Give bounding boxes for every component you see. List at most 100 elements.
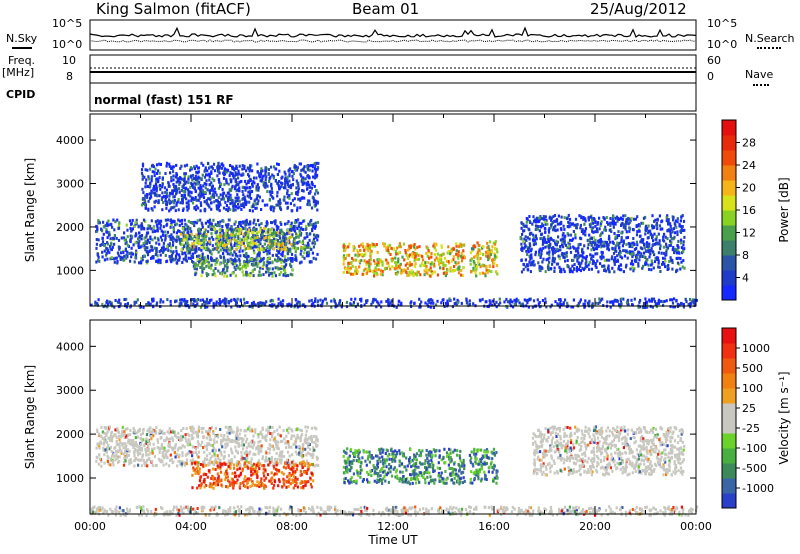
power-cell (215, 204, 218, 208)
velocity-cell (217, 435, 220, 439)
power-cell (481, 263, 484, 267)
power-cell (188, 251, 191, 255)
power-cell (279, 300, 282, 304)
power-cell (283, 198, 286, 202)
power-cell (616, 254, 619, 258)
power-cell (676, 220, 679, 224)
power-cell (256, 253, 259, 257)
power-cell (234, 196, 237, 200)
power-cell (142, 226, 145, 230)
power-cell (175, 188, 178, 192)
power-cell (295, 220, 298, 224)
power-cell (301, 168, 304, 172)
power-cell (580, 230, 583, 233)
power-cell (581, 266, 584, 270)
velocity-cell (107, 436, 110, 440)
power-cell (218, 201, 221, 204)
power-cell (363, 253, 366, 257)
power-cell (151, 297, 154, 301)
power-cell (546, 222, 549, 226)
power-cell (107, 300, 110, 304)
power-cell (259, 301, 262, 305)
power-cell (238, 232, 241, 236)
power-cell (208, 183, 212, 187)
power-cell (385, 299, 388, 303)
power-cell (586, 246, 589, 250)
power-cell (542, 224, 545, 228)
power-cell (653, 260, 657, 264)
power-cell (426, 254, 429, 258)
power-cell (404, 263, 407, 267)
power-cell (421, 255, 424, 259)
power-cell (165, 223, 168, 227)
power-cell (249, 237, 252, 240)
power-cell (412, 273, 415, 277)
power-cell (664, 235, 667, 239)
power-cell (563, 270, 566, 274)
power-cell (126, 228, 129, 232)
power-cell (210, 222, 213, 226)
power-cell (347, 270, 350, 274)
velocity-cell (224, 438, 227, 442)
power-cell (282, 299, 285, 303)
power-cell (538, 268, 541, 272)
power-cell (296, 208, 299, 212)
power-cell (248, 200, 251, 204)
power-cell (278, 200, 281, 204)
power-cell (470, 257, 473, 261)
power-cell (255, 188, 258, 192)
power-cell (236, 188, 239, 192)
power-cell (191, 237, 194, 241)
power-cell (245, 223, 248, 227)
power-cell (258, 195, 261, 199)
power-cell (584, 229, 587, 233)
power-cell (97, 221, 100, 225)
power-cell (145, 241, 148, 245)
power-cell (279, 245, 282, 248)
power-cell (277, 225, 280, 229)
power-cell (223, 167, 226, 171)
power-cell (445, 259, 448, 263)
power-cell (339, 303, 343, 307)
power-cell (239, 263, 242, 266)
freq-unit-label: [MHz] (2, 66, 35, 79)
power-cell (457, 266, 460, 270)
power-cell (243, 198, 247, 202)
power-cell (538, 250, 541, 254)
power-cell (230, 243, 233, 247)
power-cell (153, 191, 157, 195)
power-cell (162, 245, 165, 249)
power-cell (258, 223, 261, 227)
power-cell (113, 234, 116, 237)
power-cell (252, 234, 255, 238)
power-cell (286, 201, 289, 205)
power-cell (653, 253, 656, 257)
power-cell (226, 231, 229, 234)
power-cell (562, 267, 565, 271)
velocity-cell (202, 460, 205, 464)
power-cell (678, 303, 681, 307)
power-cell (236, 193, 239, 197)
power-cell (178, 255, 181, 259)
velocity-cell (169, 458, 172, 462)
power-cell (293, 238, 296, 242)
power-cell (184, 299, 188, 303)
power-cell (628, 244, 631, 248)
power-cell (334, 302, 337, 306)
power-cell (174, 209, 177, 213)
power-cell (203, 267, 206, 271)
power-cell (258, 252, 261, 256)
power-cell (520, 226, 523, 230)
power-cell (565, 251, 568, 255)
power-cell (616, 219, 619, 223)
power-cell (172, 199, 175, 203)
power-cell (297, 190, 300, 193)
power-cell (564, 234, 567, 238)
power-cell (563, 252, 566, 256)
power-cell (278, 198, 282, 202)
power-cell (257, 230, 260, 234)
power-cell (561, 233, 564, 237)
power-cell (450, 249, 453, 253)
power-cell (349, 266, 352, 270)
power-cell (216, 166, 219, 170)
